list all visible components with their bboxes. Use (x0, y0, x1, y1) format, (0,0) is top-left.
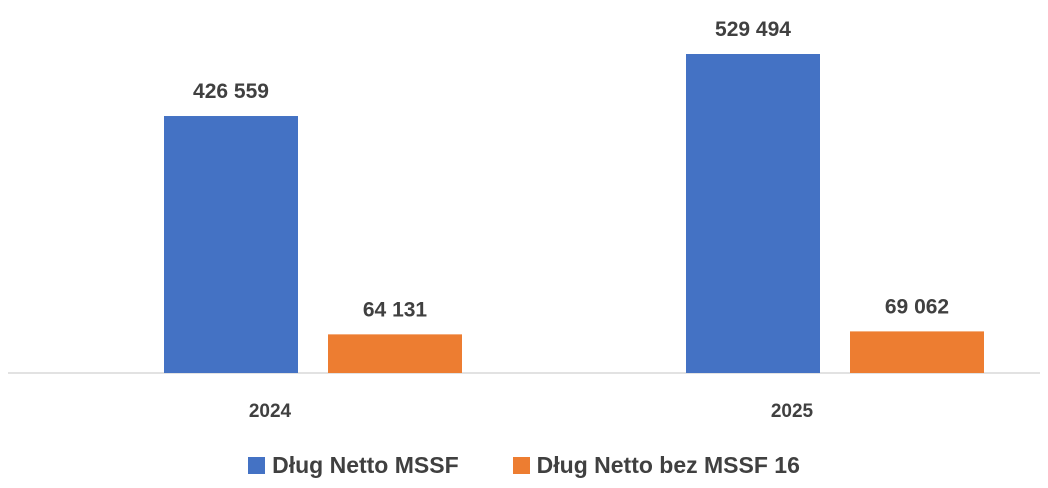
legend-label-series-1: Dług Netto MSSF (272, 452, 459, 478)
bar-2-2025 (850, 331, 984, 373)
legend: Dług Netto MSSF Dług Netto bez MSSF 16 (0, 452, 1048, 479)
legend-item-series-2: Dług Netto bez MSSF 16 (512, 452, 800, 479)
bar-2-2024 (328, 334, 462, 373)
x-tick-label-2025: 2025 (771, 401, 814, 422)
bars-layer (164, 54, 984, 374)
legend-swatch-series-1 (248, 457, 266, 474)
data-label-2-2025: 69 062 (885, 295, 949, 318)
legend-label-series-2: Dług Netto bez MSSF 16 (536, 452, 800, 478)
x-tick-label-2024: 2024 (249, 401, 292, 422)
legend-swatch-series-2 (512, 457, 530, 474)
x-tick-labels: 2024 2025 (249, 401, 814, 422)
data-label-1-2025: 529 494 (715, 18, 791, 41)
legend-item-series-1: Dług Netto MSSF (248, 452, 459, 479)
data-label-1-2024: 426 559 (193, 80, 269, 103)
data-label-2-2024: 64 131 (363, 298, 428, 321)
labels-layer: 426 559 529 494 64 131 69 062 (193, 18, 949, 321)
bar-1-2025 (686, 54, 820, 373)
bar-1-2024 (164, 116, 298, 374)
